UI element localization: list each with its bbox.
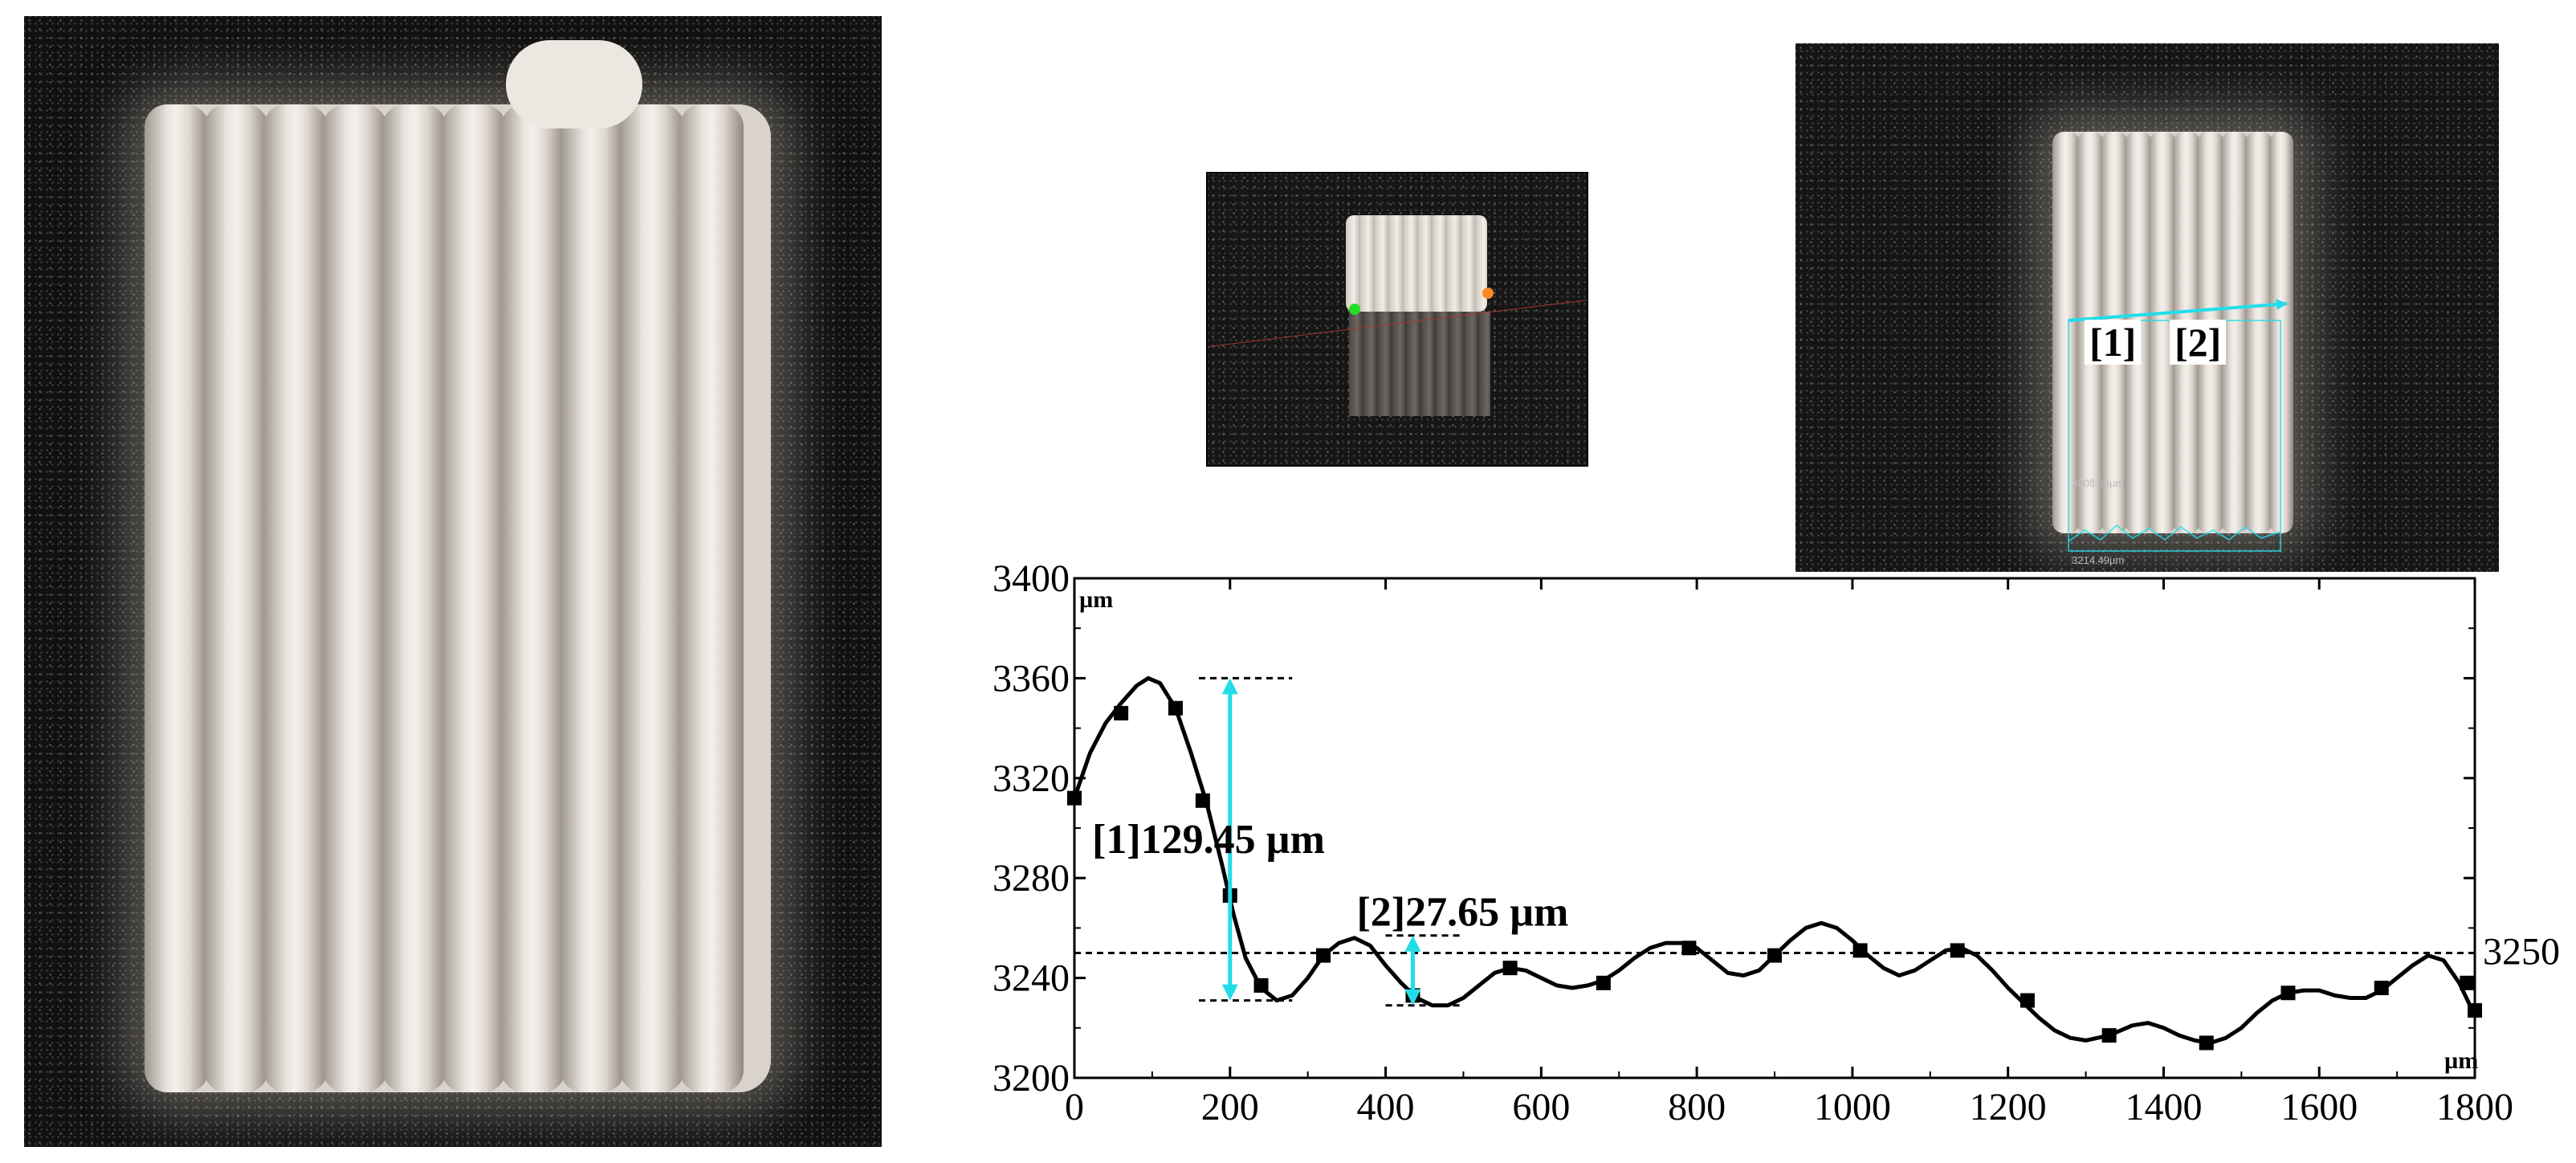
annotation-label: [2]27.65 µm	[1356, 890, 1568, 936]
orange-point	[1482, 288, 1494, 299]
sample-photo-3d	[1206, 172, 1588, 467]
profile-curve	[1072, 675, 2477, 1045]
data-marker	[1950, 943, 1965, 958]
data-marker	[2101, 1028, 2117, 1043]
sample-body	[145, 104, 771, 1092]
data-marker	[1853, 943, 1868, 958]
y-tick-label: 3400	[992, 557, 1070, 600]
x-tick-label: 800	[1668, 1086, 1726, 1128]
annotation-arrowhead-top	[1221, 678, 1238, 695]
y-tick-label: 3320	[992, 757, 1070, 800]
data-marker	[1195, 793, 1210, 808]
y-tick-label: 3200	[992, 1057, 1070, 1100]
data-marker	[2468, 1003, 2482, 1018]
data-marker	[2280, 985, 2296, 1001]
length-readout: 3214.49µm	[2072, 554, 2125, 566]
data-marker	[2020, 993, 2035, 1008]
annotation-arrowhead-bottom	[1221, 984, 1238, 1001]
x-axis-unit: µm	[2444, 1047, 2478, 1074]
sample-body	[2052, 132, 2293, 533]
sample-photo-topview	[24, 16, 882, 1147]
chart-annotations: [1]129.45 µm [2]27.65 µm	[1092, 676, 1568, 1007]
chart-ticks: 0 200 400 600 800 1000 1200 1400 1600 1800 3200 324…	[992, 557, 2513, 1128]
data-marker	[1067, 790, 1082, 806]
x-tick-label: 1400	[2125, 1086, 2202, 1128]
data-marker	[1596, 975, 1611, 990]
data-marker	[2199, 1035, 2214, 1051]
data-marker	[1767, 948, 1782, 963]
y-axis-unit: µm	[1079, 586, 1113, 613]
sample-3d-top	[1346, 215, 1487, 312]
profile-label-1: [1]	[2085, 320, 2142, 365]
sample-3d-side	[1349, 312, 1490, 416]
data-marker	[1168, 700, 1183, 716]
x-tick-label: 1000	[1814, 1086, 1891, 1128]
data-marker	[1316, 948, 1331, 963]
data-marker	[2460, 975, 2475, 990]
data-marker	[1502, 961, 1518, 976]
width-readout: 3008.25µm	[2072, 477, 2125, 489]
material-blob	[506, 40, 642, 129]
annotation-label: [1]129.45 µm	[1092, 817, 1325, 863]
x-tick-label: 1800	[2436, 1086, 2513, 1128]
data-marker	[1681, 941, 1697, 956]
measurement-overlay	[2068, 299, 2288, 552]
chart-series: 3250	[1067, 675, 2560, 1051]
data-marker	[2374, 981, 2389, 996]
x-tick-label: 1200	[1970, 1086, 2047, 1128]
data-marker	[1114, 705, 1129, 720]
data-marker	[1253, 977, 1269, 993]
profile-chart: 0 200 400 600 800 1000 1200 1400 1600 1800 3200 324…	[992, 557, 2560, 1128]
y-tick-label: 3280	[992, 857, 1070, 900]
y-tick-label: 3360	[992, 657, 1070, 700]
profile-label-2: [2]	[2170, 320, 2227, 365]
x-tick-label: 400	[1357, 1086, 1415, 1128]
green-point	[1349, 304, 1360, 315]
reference-line-label: 3250	[2483, 931, 2560, 973]
x-tick-label: 200	[1201, 1086, 1259, 1128]
x-tick-label: 1600	[2280, 1086, 2358, 1128]
x-tick-label: 0	[1065, 1086, 1084, 1128]
annotation-arrowhead-top	[1404, 935, 1421, 952]
sample-photo-measurement: [1] [2] 3008.25µm 3214.49µm	[1795, 43, 2499, 572]
annotation-arrowhead-bottom	[1404, 989, 1421, 1006]
x-tick-label: 600	[1512, 1086, 1570, 1128]
y-tick-label: 3240	[992, 957, 1070, 1000]
